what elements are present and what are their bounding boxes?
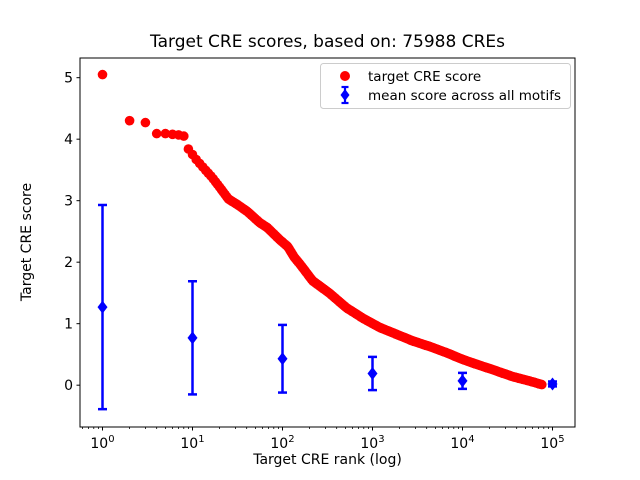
mean-point-diamond [547, 377, 558, 391]
x-minor-ticks [82, 427, 549, 429]
y-tick-label: 2 [64, 255, 73, 271]
x-tick-label: 102 [270, 434, 294, 452]
y-major-ticks: 0 1 2 3 4 5 [64, 71, 80, 394]
x-tick-label: 101 [180, 434, 204, 452]
chart-title: Target CRE scores, based on: 75988 CREs [150, 32, 505, 52]
target-score-series [97, 69, 547, 390]
scatter-point [160, 128, 171, 139]
x-axis-label: Target CRE rank (log) [253, 452, 402, 468]
x-tick-label: 105 [540, 434, 564, 452]
legend-label-mean: mean score across all motifs [368, 88, 561, 104]
y-tick-label: 4 [64, 132, 73, 148]
legend-marker-diamond [340, 89, 350, 101]
legend: target CRE score mean score across all mo… [320, 63, 571, 109]
x-major-ticks: 100 101 102 103 104 105 [90, 427, 565, 452]
x-tick-label: 104 [450, 434, 474, 452]
x-tick-label: 100 [90, 434, 114, 452]
y-tick-label: 0 [64, 378, 73, 394]
scatter-point [97, 69, 108, 80]
mean-point-diamond [277, 352, 288, 366]
mean-score-series [97, 203, 558, 411]
x-tick-label: 103 [360, 434, 384, 452]
mean-point-diamond [457, 374, 468, 388]
scatter-point [179, 131, 189, 141]
mean-point-diamond [367, 366, 378, 380]
y-tick-label: 1 [64, 317, 73, 333]
y-axis-label: Target CRE score [19, 182, 35, 302]
scatter-point [140, 117, 151, 128]
legend-box [320, 63, 571, 109]
y-tick-label: 3 [64, 194, 73, 210]
scatter-point [537, 379, 547, 390]
scatter-point [151, 128, 162, 139]
mean-point-diamond [97, 300, 108, 314]
legend-marker-circle [340, 71, 350, 81]
legend-label-target: target CRE score [368, 69, 481, 85]
mean-point-diamond [187, 331, 198, 345]
scatter-point [124, 115, 135, 126]
y-tick-label: 5 [64, 71, 73, 87]
axes-frame [79, 57, 576, 428]
